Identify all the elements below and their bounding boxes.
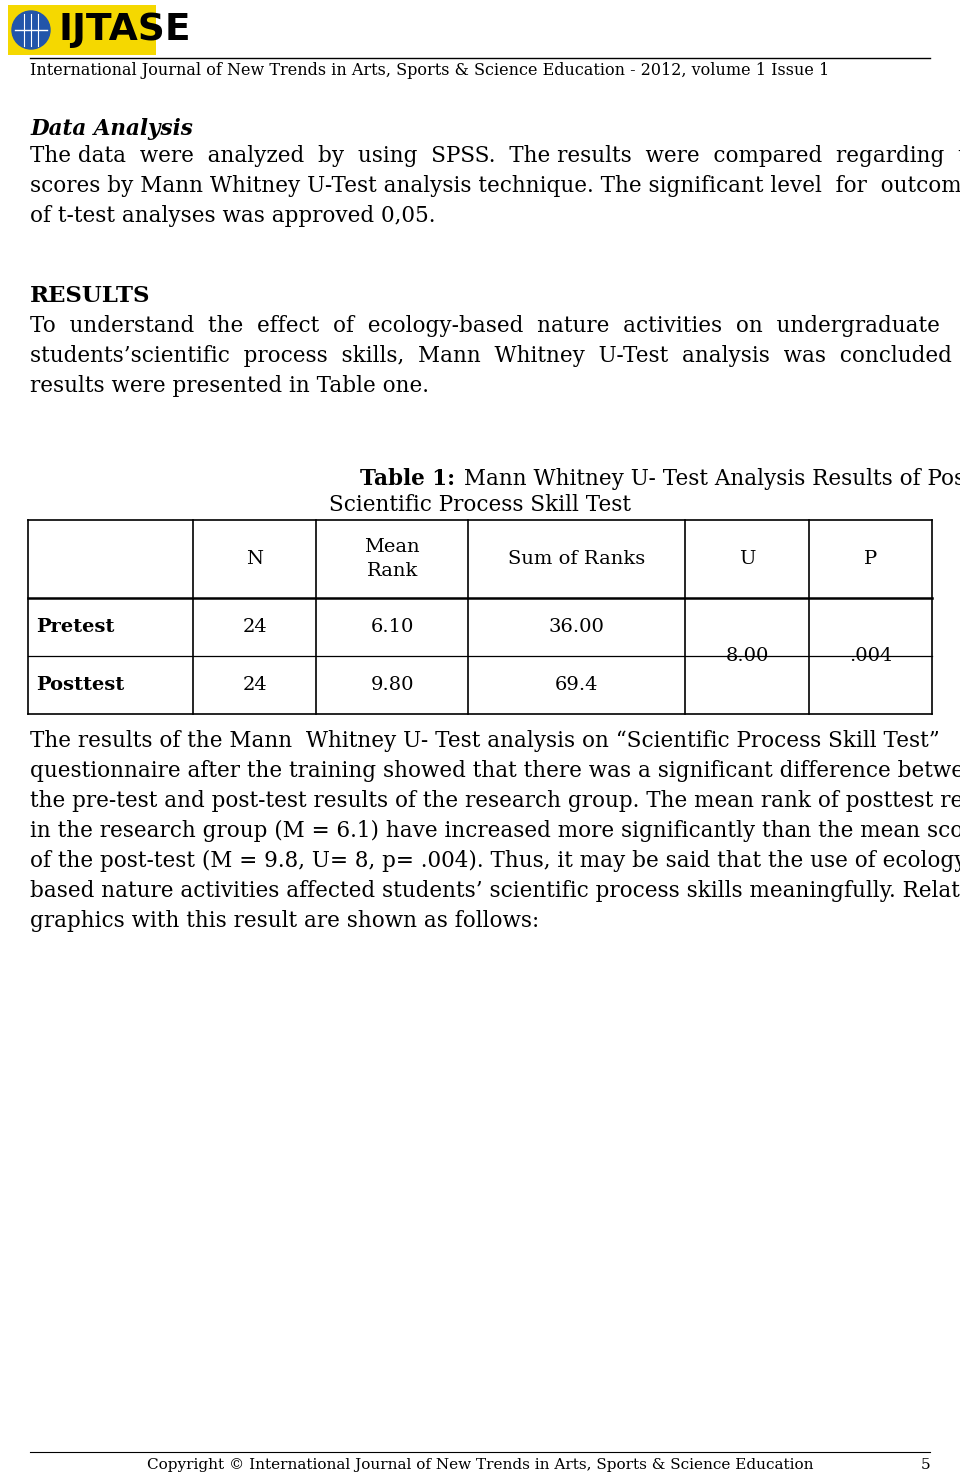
- Text: 69.4: 69.4: [555, 676, 598, 694]
- Text: of t-test analyses was approved 0,05.: of t-test analyses was approved 0,05.: [30, 205, 436, 227]
- Text: Data Analysis: Data Analysis: [30, 119, 193, 139]
- Text: 9.80: 9.80: [371, 676, 414, 694]
- Text: scores by Mann Whitney U-Test analysis technique. The significant level  for  ou: scores by Mann Whitney U-Test analysis t…: [30, 175, 960, 197]
- Text: The data  were  analyzed  by  using  SPSS.  The results  were  compared  regardi: The data were analyzed by using SPSS. Th…: [30, 145, 960, 168]
- Bar: [28, 521, 932, 713]
- Text: the pre-test and post-test results of the research group. The mean rank of postt: the pre-test and post-test results of th…: [30, 790, 960, 813]
- Text: Sum of Ranks: Sum of Ranks: [508, 550, 645, 568]
- Text: 36.00: 36.00: [549, 618, 605, 636]
- Text: Scientific Process Skill Test: Scientific Process Skill Test: [329, 494, 631, 516]
- Text: To  understand  the  effect  of  ecology-based  nature  activities  on  undergra: To understand the effect of ecology-base…: [30, 314, 940, 337]
- Text: RESULTS: RESULTS: [30, 285, 151, 307]
- Text: Table 1:: Table 1:: [360, 469, 455, 489]
- Text: .004: .004: [849, 647, 892, 664]
- Text: 24: 24: [243, 618, 267, 636]
- Text: Copyright © International Journal of New Trends in Arts, Sports & Science Educat: Copyright © International Journal of New…: [147, 1458, 813, 1473]
- Text: Posttest: Posttest: [36, 676, 124, 694]
- Text: Mann Whitney U- Test Analysis Results of Posttest Scores Pursuant to: Mann Whitney U- Test Analysis Results of…: [457, 469, 960, 489]
- Text: of the post-test (M = 9.8, U= 8, p= .004). Thus, it may be said that the use of : of the post-test (M = 9.8, U= 8, p= .004…: [30, 850, 960, 872]
- Text: International Journal of New Trends in Arts, Sports & Science Education - 2012, : International Journal of New Trends in A…: [30, 62, 829, 79]
- Text: 5: 5: [921, 1458, 930, 1473]
- Text: 8.00: 8.00: [726, 647, 769, 664]
- Text: students’scientific  process  skills,  Mann  Whitney  U-Test  analysis  was  con: students’scientific process skills, Mann…: [30, 346, 960, 366]
- Text: U: U: [739, 550, 756, 568]
- Text: in the research group (M = 6.1) have increased more significantly than the mean : in the research group (M = 6.1) have inc…: [30, 820, 960, 842]
- Text: based nature activities affected students’ scientific process skills meaningfull: based nature activities affected student…: [30, 879, 960, 902]
- Circle shape: [12, 10, 50, 49]
- Text: N: N: [247, 550, 263, 568]
- Text: results were presented in Table one.: results were presented in Table one.: [30, 375, 429, 397]
- Text: P: P: [864, 550, 877, 568]
- Text: 6.10: 6.10: [371, 618, 414, 636]
- Text: Pretest: Pretest: [36, 618, 114, 636]
- Text: questionnaire after the training showed that there was a significant difference : questionnaire after the training showed …: [30, 759, 960, 782]
- Text: graphics with this result are shown as follows:: graphics with this result are shown as f…: [30, 911, 540, 931]
- Bar: [8, 4, 156, 55]
- Text: 24: 24: [243, 676, 267, 694]
- Text: IJTASE: IJTASE: [58, 12, 190, 47]
- Text: The results of the Mann  Whitney U- Test analysis on “Scientific Process Skill T: The results of the Mann Whitney U- Test …: [30, 730, 940, 752]
- Text: Mean
Rank: Mean Rank: [365, 537, 420, 580]
